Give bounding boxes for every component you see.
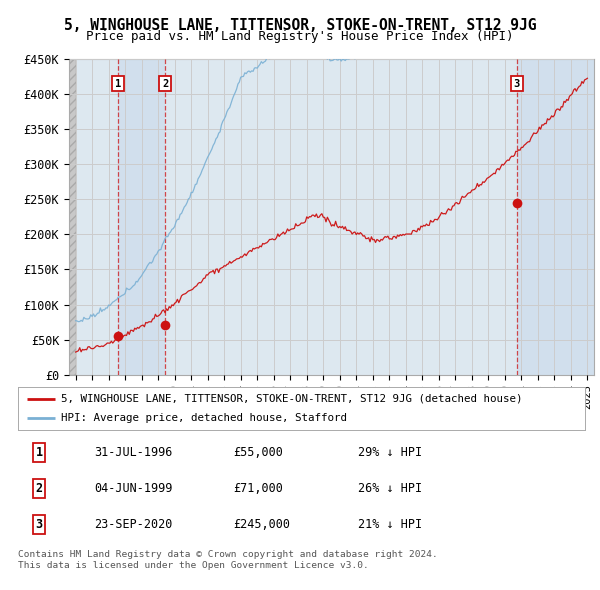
Text: 21% ↓ HPI: 21% ↓ HPI	[358, 518, 422, 531]
Text: This data is licensed under the Open Government Licence v3.0.: This data is licensed under the Open Gov…	[18, 560, 369, 569]
Text: 5, WINGHOUSE LANE, TITTENSOR, STOKE-ON-TRENT, ST12 9JG: 5, WINGHOUSE LANE, TITTENSOR, STOKE-ON-T…	[64, 18, 536, 33]
Bar	[69, 59, 76, 375]
Text: 29% ↓ HPI: 29% ↓ HPI	[358, 446, 422, 459]
Text: 3: 3	[35, 518, 43, 531]
Text: 26% ↓ HPI: 26% ↓ HPI	[358, 482, 422, 495]
Text: £71,000: £71,000	[233, 482, 283, 495]
Text: 04-JUN-1999: 04-JUN-1999	[95, 482, 173, 495]
Text: 2: 2	[162, 78, 168, 88]
Text: 5, WINGHOUSE LANE, TITTENSOR, STOKE-ON-TRENT, ST12 9JG (detached house): 5, WINGHOUSE LANE, TITTENSOR, STOKE-ON-T…	[61, 394, 522, 404]
Text: Price paid vs. HM Land Registry's House Price Index (HPI): Price paid vs. HM Land Registry's House …	[86, 30, 514, 43]
Text: HPI: Average price, detached house, Stafford: HPI: Average price, detached house, Staf…	[61, 413, 347, 423]
Text: 2: 2	[35, 482, 43, 495]
Text: 1: 1	[115, 78, 121, 88]
Text: 23-SEP-2020: 23-SEP-2020	[95, 518, 173, 531]
Text: 1: 1	[35, 446, 43, 459]
Text: £55,000: £55,000	[233, 446, 283, 459]
Text: 31-JUL-1996: 31-JUL-1996	[95, 446, 173, 459]
Text: 3: 3	[514, 78, 520, 88]
Bar	[517, 59, 594, 375]
Bar	[118, 59, 165, 375]
Text: £245,000: £245,000	[233, 518, 290, 531]
Text: Contains HM Land Registry data © Crown copyright and database right 2024.: Contains HM Land Registry data © Crown c…	[18, 550, 438, 559]
